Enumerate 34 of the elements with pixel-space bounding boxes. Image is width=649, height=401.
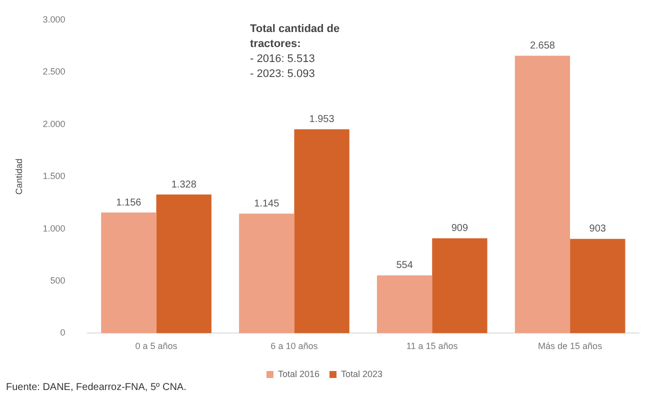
x-tick-label: 0 a 5 años xyxy=(135,341,178,352)
y-tick-label: 0 xyxy=(60,328,66,338)
y-tick-label: 2.000 xyxy=(42,118,66,129)
bar xyxy=(294,129,350,334)
annotation: - 2023: 5.093 xyxy=(250,67,316,82)
y-axis-title: Cantidad xyxy=(14,158,24,195)
bar xyxy=(376,275,432,334)
y-tick-label: 1.000 xyxy=(42,223,66,234)
annotation: Total cantidad de tractores: xyxy=(250,22,341,52)
x-tick-label: Más de 15 años xyxy=(538,341,603,352)
bar xyxy=(239,214,294,334)
legend-label: Total 2016 xyxy=(278,368,320,379)
bar xyxy=(570,238,626,334)
y-tick-label: 1.500 xyxy=(42,171,66,182)
y-tick-label: 500 xyxy=(50,275,66,286)
bar xyxy=(432,238,488,334)
bar xyxy=(514,56,570,334)
data-label: 1.328 xyxy=(171,179,197,190)
data-label: 909 xyxy=(451,223,468,234)
bar xyxy=(101,212,156,334)
data-label: 1.156 xyxy=(116,197,142,208)
y-tick-label: 2.500 xyxy=(42,66,66,77)
bar xyxy=(156,194,212,334)
data-label: 2.658 xyxy=(530,40,556,52)
annotation: - 2016: 5.513 xyxy=(250,52,316,67)
data-label: 1.145 xyxy=(254,198,280,210)
x-tick-label: 6 a 10 años xyxy=(270,341,318,352)
data-label: 903 xyxy=(589,224,606,235)
x-tick-label: 11 a 15 años xyxy=(406,341,458,352)
data-label: 1.953 xyxy=(309,114,335,126)
source-note: Fuente: DANE, Fedearroz-FNA, 5º CNA. xyxy=(6,382,186,393)
y-tick-label: 3.000 xyxy=(42,14,66,24)
data-label: 554 xyxy=(396,260,414,272)
legend-label: Total 2023 xyxy=(341,368,383,379)
